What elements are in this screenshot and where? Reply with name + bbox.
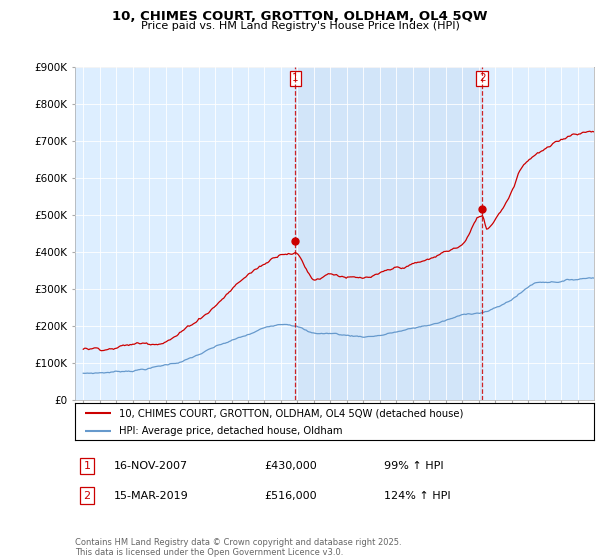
Text: 15-MAR-2019: 15-MAR-2019 [114, 491, 189, 501]
Text: 1: 1 [292, 73, 299, 83]
Text: £430,000: £430,000 [264, 461, 317, 471]
Text: Price paid vs. HM Land Registry's House Price Index (HPI): Price paid vs. HM Land Registry's House … [140, 21, 460, 31]
Text: 99% ↑ HPI: 99% ↑ HPI [384, 461, 443, 471]
Bar [295, 67, 482, 400]
Text: 10, CHIMES COURT, GROTTON, OLDHAM, OL4 5QW (detached house): 10, CHIMES COURT, GROTTON, OLDHAM, OL4 5… [119, 408, 463, 418]
Text: 16-NOV-2007: 16-NOV-2007 [114, 461, 188, 471]
Text: 2: 2 [479, 73, 485, 83]
Text: HPI: Average price, detached house, Oldham: HPI: Average price, detached house, Oldh… [119, 426, 343, 436]
Text: Contains HM Land Registry data © Crown copyright and database right 2025.
This d: Contains HM Land Registry data © Crown c… [75, 538, 401, 557]
Text: 2: 2 [83, 491, 91, 501]
Text: 124% ↑ HPI: 124% ↑ HPI [384, 491, 451, 501]
Text: 10, CHIMES COURT, GROTTON, OLDHAM, OL4 5QW: 10, CHIMES COURT, GROTTON, OLDHAM, OL4 5… [112, 10, 488, 23]
Text: 1: 1 [83, 461, 91, 471]
Text: £516,000: £516,000 [264, 491, 317, 501]
